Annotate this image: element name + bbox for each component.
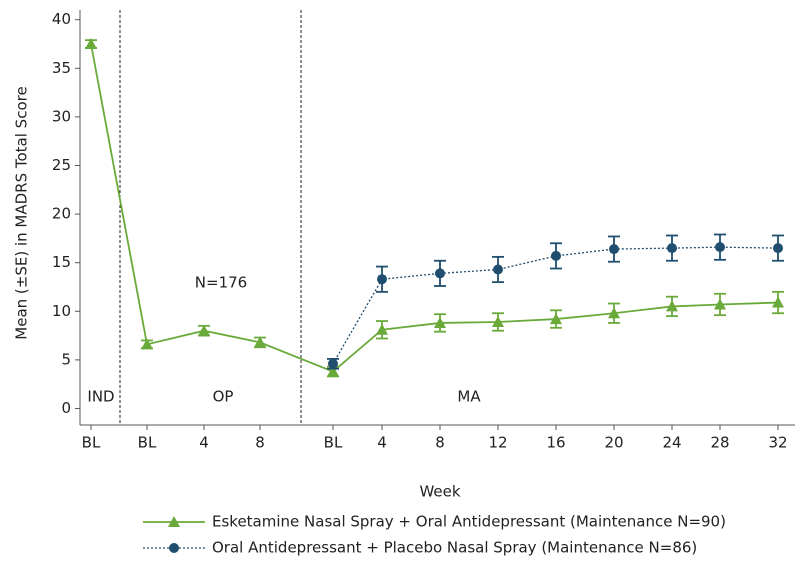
data-point (435, 268, 445, 279)
data-point (667, 243, 677, 254)
data-point (376, 323, 388, 335)
data-point (551, 250, 561, 261)
series-line (90, 43, 779, 373)
legend-label: Oral Antidepressant + Placebo Nasal Spra… (212, 539, 697, 557)
y-tick-label: 25 (52, 156, 71, 174)
data-point (434, 316, 446, 328)
x-tick-label: BL (324, 434, 343, 452)
legend-marker (169, 543, 179, 553)
y-tick-label: 30 (52, 107, 71, 125)
annotation: IND (87, 388, 114, 406)
x-tick-label: 4 (199, 434, 209, 452)
data-point (608, 307, 620, 319)
data-point (141, 338, 153, 350)
data-point (493, 264, 503, 275)
y-tick-label: 40 (52, 10, 71, 28)
y-tick-label: 0 (61, 399, 71, 417)
x-axis-title: Week (419, 483, 460, 501)
data-point (254, 336, 266, 348)
data-point (550, 313, 562, 325)
data-point (492, 315, 504, 327)
y-tick-label: 15 (52, 253, 71, 271)
data-point (714, 298, 726, 310)
x-tick-label: 12 (488, 434, 507, 452)
data-point (85, 38, 97, 50)
data-point (773, 243, 783, 254)
legend-marker (168, 516, 180, 527)
x-tick-label: 24 (662, 434, 681, 452)
legend-label: Esketamine Nasal Spray + Oral Antidepres… (212, 513, 726, 531)
x-tick-label: 28 (710, 434, 729, 452)
y-tick-label: 5 (61, 350, 71, 368)
x-tick-label: 20 (604, 434, 623, 452)
x-tick-label: BL (138, 434, 157, 452)
data-point (715, 242, 725, 253)
x-tick-label: 4 (377, 434, 387, 452)
data-point (328, 358, 338, 369)
x-tick-label: 8 (435, 434, 445, 452)
y-axis-title: Mean (±SE) in MADRS Total Score (13, 86, 31, 339)
data-point (327, 365, 339, 377)
data-point (377, 274, 387, 285)
x-tick-label: 16 (546, 434, 565, 452)
x-tick-label: BL (82, 434, 101, 452)
y-tick-label: 10 (52, 302, 71, 320)
x-tick-label: 8 (255, 434, 265, 452)
data-point (666, 300, 678, 312)
annotation: OP (213, 388, 234, 406)
y-tick-label: 35 (52, 59, 71, 77)
data-point (772, 296, 784, 308)
x-tick-label: 32 (768, 434, 787, 452)
data-point (198, 324, 210, 336)
y-tick-label: 20 (52, 205, 71, 223)
annotation: MA (457, 388, 481, 406)
data-point (609, 244, 619, 255)
annotation: N=176 (195, 274, 247, 292)
